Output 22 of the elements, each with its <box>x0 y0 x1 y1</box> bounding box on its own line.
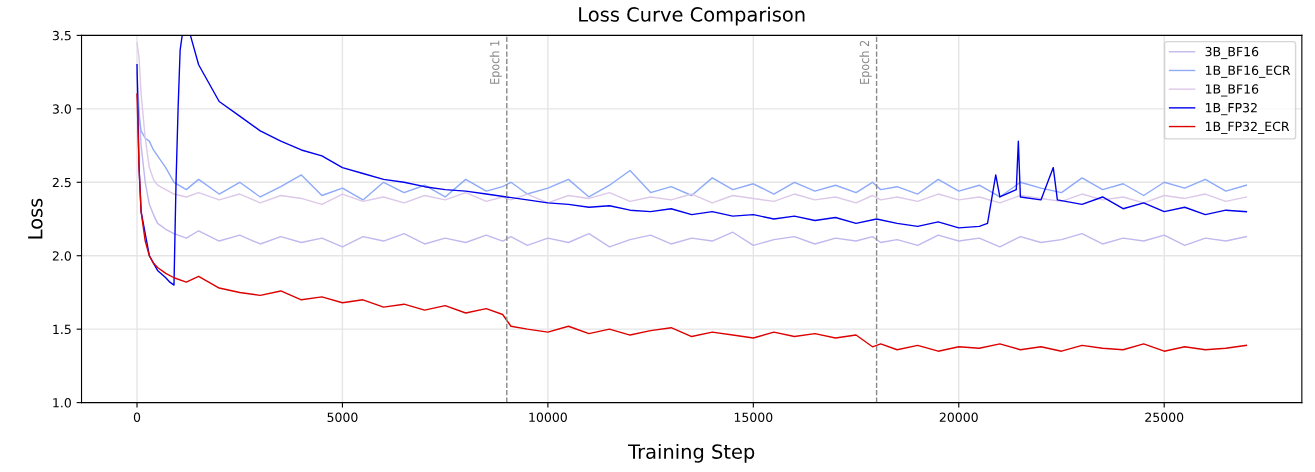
x-tick-label: 25000 <box>1145 412 1184 423</box>
x-axis-title: Training Step <box>628 443 755 463</box>
x-tick-label: 15000 <box>734 412 773 423</box>
y-tick-label: 1.5 <box>53 324 71 335</box>
legend-label: 1B_BF16 <box>1205 84 1259 97</box>
ref-line-label: Epoch 1 <box>489 40 502 84</box>
y-tick-label: 3.5 <box>52 30 71 41</box>
x-tick-label: 20000 <box>939 412 978 423</box>
x-tick-label: 5000 <box>327 412 358 423</box>
y-tick-label: 2.0 <box>52 251 71 261</box>
chart-title: Loss Curve Comparison <box>579 6 805 26</box>
y-tick-label: 2.5 <box>52 177 71 188</box>
legend-label: 1B_FP32_ECR <box>1205 121 1290 134</box>
y-tick-label: 1.0 <box>53 398 71 408</box>
legend-label: 1B_FP32 <box>1205 102 1257 116</box>
y-tick-label: 3.0 <box>52 104 71 114</box>
legend-label: 1B_BF16_ECR <box>1205 65 1291 78</box>
ref-line-label: Epoch 2 <box>859 40 872 84</box>
x-tick-label: 0 <box>133 412 141 423</box>
y-axis-title: Loss <box>28 198 43 239</box>
x-tick-label: 10000 <box>529 412 567 423</box>
legend-label: 3B_BF16 <box>1205 46 1259 60</box>
